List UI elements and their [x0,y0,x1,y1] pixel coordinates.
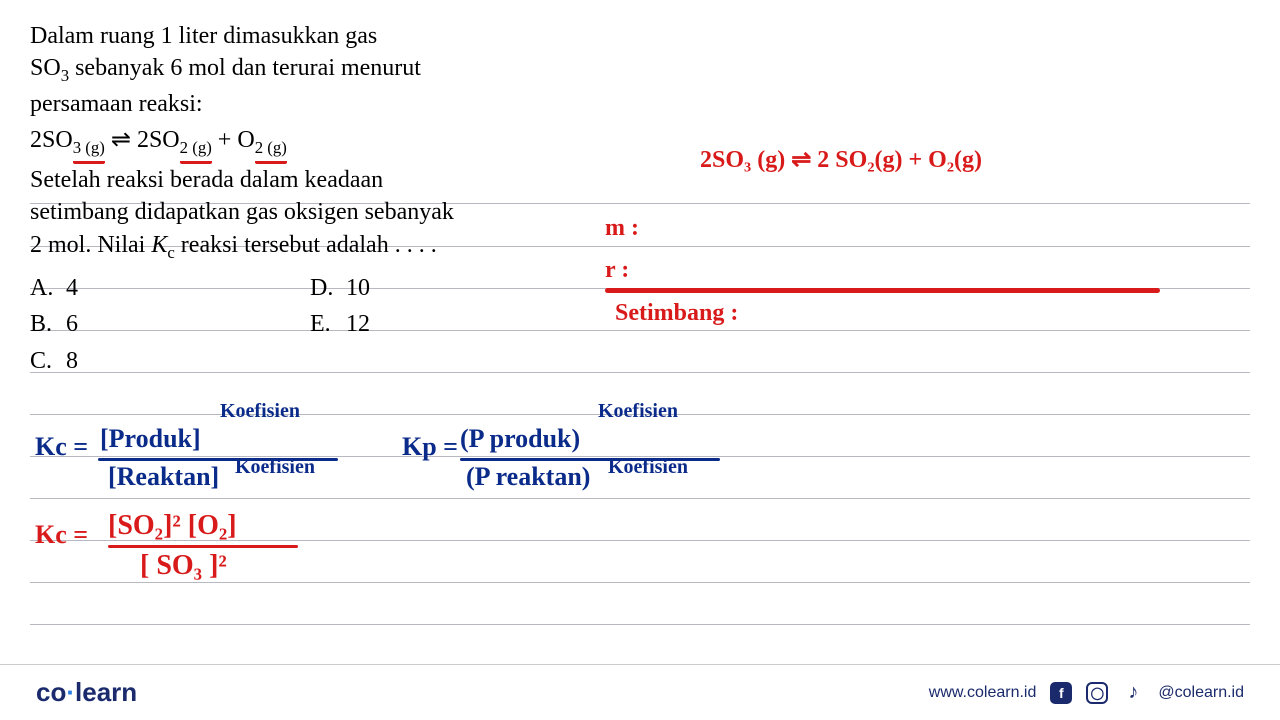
instagram-icon: ◯ [1086,682,1108,704]
choices-grid: A.4 D.10 B.6 E.12 C.8 [30,270,590,379]
question-line: Setelah reaksi berada dalam keadaan [30,164,590,196]
choice-d: D.10 [310,270,590,306]
hw-kp-num: (P produk) [460,424,580,454]
footer-right: www.colearn.id f ◯ ♪ @colearn.id [929,682,1244,704]
hw-r-label: r : [605,257,629,284]
question-line: Dalam ruang 1 liter dimasukkan gas [30,20,590,52]
footer: co·learn www.colearn.id f ◯ ♪ @colearn.i… [0,664,1280,720]
hw-kc2-label: Kc = [35,520,88,550]
hw-kc-num-exp: Koefisien [220,400,300,423]
hw-kc2-den: [ SO₃ ]² [140,550,227,582]
hw-frac-bar-red [108,545,298,548]
hw-kc-label: Kc = [35,432,88,462]
question-line: 2 mol. Nilai Kc reaksi tersebut adalah .… [30,229,590,264]
hw-kc-den-exp: Koefisien [235,456,315,479]
hw-kc-den: [Reaktan] [108,462,219,492]
ruled-line [30,498,1250,499]
question-line: setimbang didapatkan gas oksigen sebanya… [30,196,590,228]
choice-c: C.8 [30,343,310,379]
question-line: persamaan reaksi: [30,88,590,120]
hw-kc2-num: [SO₂]² [O₂] [108,510,237,542]
choice-a: A.4 [30,270,310,306]
footer-handle: @colearn.id [1158,684,1244,702]
hw-equation: 2SO₃ (g) ⇌ 2 SO₂(g) + O₂(g) [700,145,982,174]
ruled-line [30,624,1250,625]
hw-kp-den: (P reaktan) [466,462,590,492]
hw-divider-bar [605,288,1160,293]
logo: co·learn [36,677,137,708]
hw-kc-num: [Produk] [100,424,201,454]
hw-kp-num-exp: Koefisien [598,400,678,423]
question-line: SO3 sebanyak 6 mol dan terurai menurut [30,52,590,87]
facebook-icon: f [1050,682,1072,704]
choice-e: E.12 [310,306,590,342]
footer-url: www.colearn.id [929,684,1037,702]
equation-line: 2SO3 (g) ⇌ 2SO2 (g) + O2 (g) [30,124,590,163]
tiktok-icon: ♪ [1122,682,1144,704]
question-block: Dalam ruang 1 liter dimasukkan gas SO3 s… [30,20,590,379]
ruled-line [30,582,1250,583]
hw-m-label: m : [605,215,639,242]
hw-kp-label: Kp = [402,432,458,462]
hw-setimbang-label: Setimbang : [615,300,738,327]
hw-kp-den-exp: Koefisien [608,456,688,479]
choice-b: B.6 [30,306,310,342]
